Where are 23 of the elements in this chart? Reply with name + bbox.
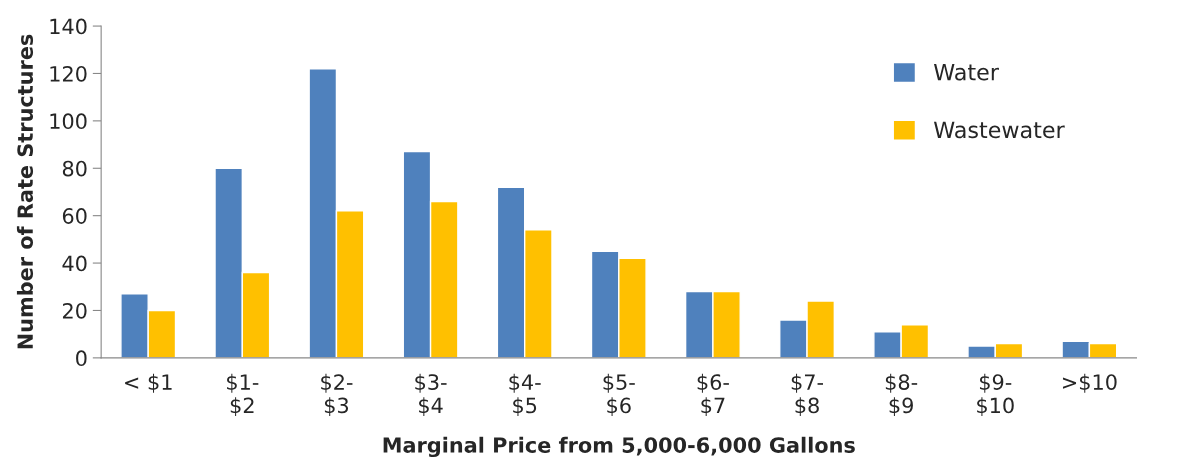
x-tick-label: $9- $10 bbox=[977, 373, 1014, 417]
y-tick-label: 60 bbox=[62, 208, 87, 224]
x-axis-title: Marginal Price from 5,000-6,000 Gallons bbox=[383, 436, 855, 458]
y-axis-title: Number of Rate Structures bbox=[16, 34, 34, 349]
x-tick-label: $7- $8 bbox=[791, 373, 824, 417]
y-tick-label: 140 bbox=[50, 18, 87, 35]
y-tick-label: 40 bbox=[62, 255, 87, 272]
x-tick-label: $4- $5 bbox=[509, 373, 541, 417]
x-tick-label: $3- $4 bbox=[415, 373, 447, 417]
x-tick-label: $1- $2 bbox=[227, 373, 259, 417]
x-tick-label: $5- $6 bbox=[603, 373, 635, 417]
legend-label: Water bbox=[933, 64, 999, 81]
y-tick-label: 20 bbox=[62, 302, 87, 319]
y-tick-label: 120 bbox=[50, 65, 87, 82]
x-tick-label: $6- $7 bbox=[697, 373, 729, 417]
y-tick-label: 0 bbox=[76, 350, 87, 367]
legend-label: Wastewater bbox=[933, 121, 1065, 139]
x-tick-label: >$10 bbox=[1062, 373, 1117, 393]
y-tick-label: 80 bbox=[62, 160, 87, 177]
x-tick-label: < $1 bbox=[125, 373, 172, 393]
x-tick-label: $2- $3 bbox=[321, 373, 353, 417]
y-tick-label: 100 bbox=[50, 113, 87, 130]
x-tick-label: $8- $9 bbox=[885, 373, 918, 417]
